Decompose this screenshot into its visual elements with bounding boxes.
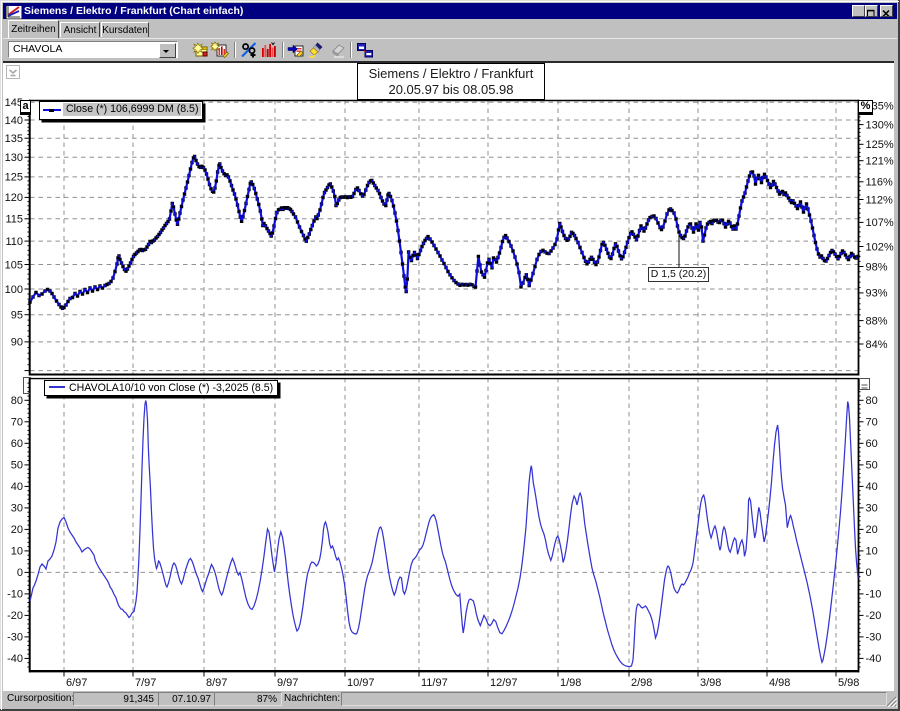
svg-text:10: 10: [11, 546, 23, 558]
svg-text:4/98: 4/98: [769, 677, 790, 689]
svg-text:145: 145: [5, 97, 23, 109]
svg-text:7/97: 7/97: [135, 677, 156, 689]
svg-text:115: 115: [5, 214, 23, 226]
svg-text:70: 70: [866, 417, 878, 429]
svg-text:-30: -30: [866, 632, 882, 644]
svg-text:0: 0: [17, 567, 23, 579]
svg-text:107%: 107%: [866, 217, 894, 229]
svg-text:50: 50: [866, 460, 878, 472]
svg-text:-10: -10: [866, 589, 882, 601]
svg-text:60: 60: [866, 438, 878, 450]
svg-text:121%: 121%: [866, 156, 894, 168]
svg-text:3/98: 3/98: [700, 677, 721, 689]
svg-text:10: 10: [866, 546, 878, 558]
svg-text:130%: 130%: [866, 119, 894, 131]
svg-text:125: 125: [5, 172, 23, 184]
svg-text:-30: -30: [7, 632, 23, 644]
svg-text:116%: 116%: [866, 177, 894, 189]
svg-text:120: 120: [5, 192, 23, 204]
svg-text:60: 60: [11, 438, 23, 450]
svg-text:50: 50: [11, 460, 23, 472]
svg-text:125%: 125%: [866, 139, 894, 151]
svg-text:110: 110: [5, 236, 23, 248]
svg-text:-20: -20: [866, 610, 882, 622]
svg-text:9/97: 9/97: [277, 677, 298, 689]
svg-text:100: 100: [5, 284, 23, 296]
svg-text:-10: -10: [7, 589, 23, 601]
svg-text:10/97: 10/97: [347, 677, 375, 689]
svg-text:95: 95: [11, 310, 23, 322]
svg-text:135: 135: [5, 133, 23, 145]
svg-text:30: 30: [866, 503, 878, 515]
svg-text:6/97: 6/97: [66, 677, 87, 689]
svg-text:112%: 112%: [866, 194, 894, 206]
svg-text:-40: -40: [866, 653, 882, 665]
svg-text:8/97: 8/97: [206, 677, 227, 689]
svg-text:105: 105: [5, 259, 23, 271]
svg-text:80: 80: [866, 395, 878, 407]
svg-text:40: 40: [11, 481, 23, 493]
svg-text:140: 140: [5, 115, 23, 127]
svg-text:88%: 88%: [866, 315, 888, 327]
svg-text:93%: 93%: [866, 288, 888, 300]
svg-text:12/97: 12/97: [490, 677, 518, 689]
svg-text:40: 40: [866, 481, 878, 493]
svg-text:11/97: 11/97: [421, 677, 448, 689]
svg-text:20: 20: [11, 524, 23, 536]
svg-text:98%: 98%: [866, 261, 888, 273]
svg-text:90: 90: [11, 337, 23, 349]
svg-text:102%: 102%: [866, 241, 894, 253]
svg-text:80: 80: [11, 395, 23, 407]
svg-text:2/98: 2/98: [631, 677, 652, 689]
svg-text:1/98: 1/98: [560, 677, 581, 689]
svg-text:5/98: 5/98: [838, 677, 859, 689]
svg-text:84%: 84%: [866, 339, 888, 351]
svg-text:130: 130: [5, 152, 23, 164]
svg-text:30: 30: [11, 503, 23, 515]
svg-text:20: 20: [866, 524, 878, 536]
svg-text:-20: -20: [7, 610, 23, 622]
svg-text:70: 70: [11, 417, 23, 429]
svg-text:0: 0: [866, 567, 872, 579]
svg-text:-40: -40: [7, 653, 23, 665]
